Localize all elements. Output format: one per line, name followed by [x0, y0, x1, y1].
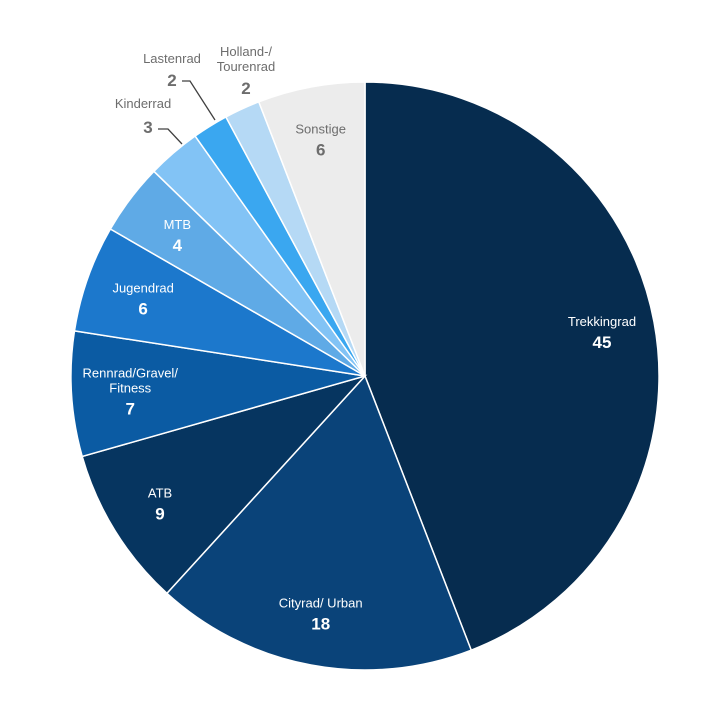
slice-labels: Trekkingrad 45 Cityrad/ Urban 18 ATB 9 Rennrad… — [83, 44, 637, 633]
slice-value-trekkingrad: 45 — [593, 333, 612, 352]
pie-slice-cityrad-urban — [165, 374, 473, 671]
slice-value-sonstige: 6 — [316, 141, 325, 160]
slice-value-atb: 9 — [155, 504, 164, 523]
leader-line-kinderrad — [158, 128, 183, 145]
pie-slice-trekkingrad — [364, 81, 660, 652]
slice-value-holland-tourenrad: 2 — [241, 79, 250, 98]
pie-slice-atb — [81, 374, 368, 595]
slice-label-mtb: MTB — [164, 217, 191, 232]
slice-label-atb: ATB — [148, 485, 172, 500]
pie-slices — [70, 81, 660, 671]
slice-label-holland-tourenrad: Holland-/Tourenrad — [217, 44, 276, 74]
slice-label-sonstige: Sonstige — [295, 122, 346, 137]
slice-value-rennrad-gravel-fitness: 7 — [126, 399, 135, 418]
slice-value-lastenrad: 2 — [167, 71, 176, 90]
slice-value-jugendrad: 6 — [138, 299, 147, 318]
slice-label-jugendrad: Jugendrad — [112, 280, 173, 295]
slice-label-lastenrad: Lastenrad — [143, 51, 201, 66]
slice-label-rennrad-gravel-fitness: Rennrad/Gravel/Fitness — [83, 365, 179, 395]
slice-value-kinderrad: 3 — [143, 118, 152, 137]
slice-value-mtb: 4 — [173, 236, 183, 255]
leader-line-lastenrad — [182, 80, 216, 121]
slice-value-cityrad-urban: 18 — [311, 614, 330, 633]
leader-lines — [158, 80, 216, 145]
slice-label-kinderrad: Kinderrad — [115, 96, 171, 111]
pie-slice-sonstige — [257, 81, 366, 377]
slice-label-cityrad-urban: Cityrad/ Urban — [279, 595, 363, 610]
slice-label-trekkingrad: Trekkingrad — [568, 314, 636, 329]
pie-slice-rennrad-gravel-fitness — [70, 330, 366, 458]
